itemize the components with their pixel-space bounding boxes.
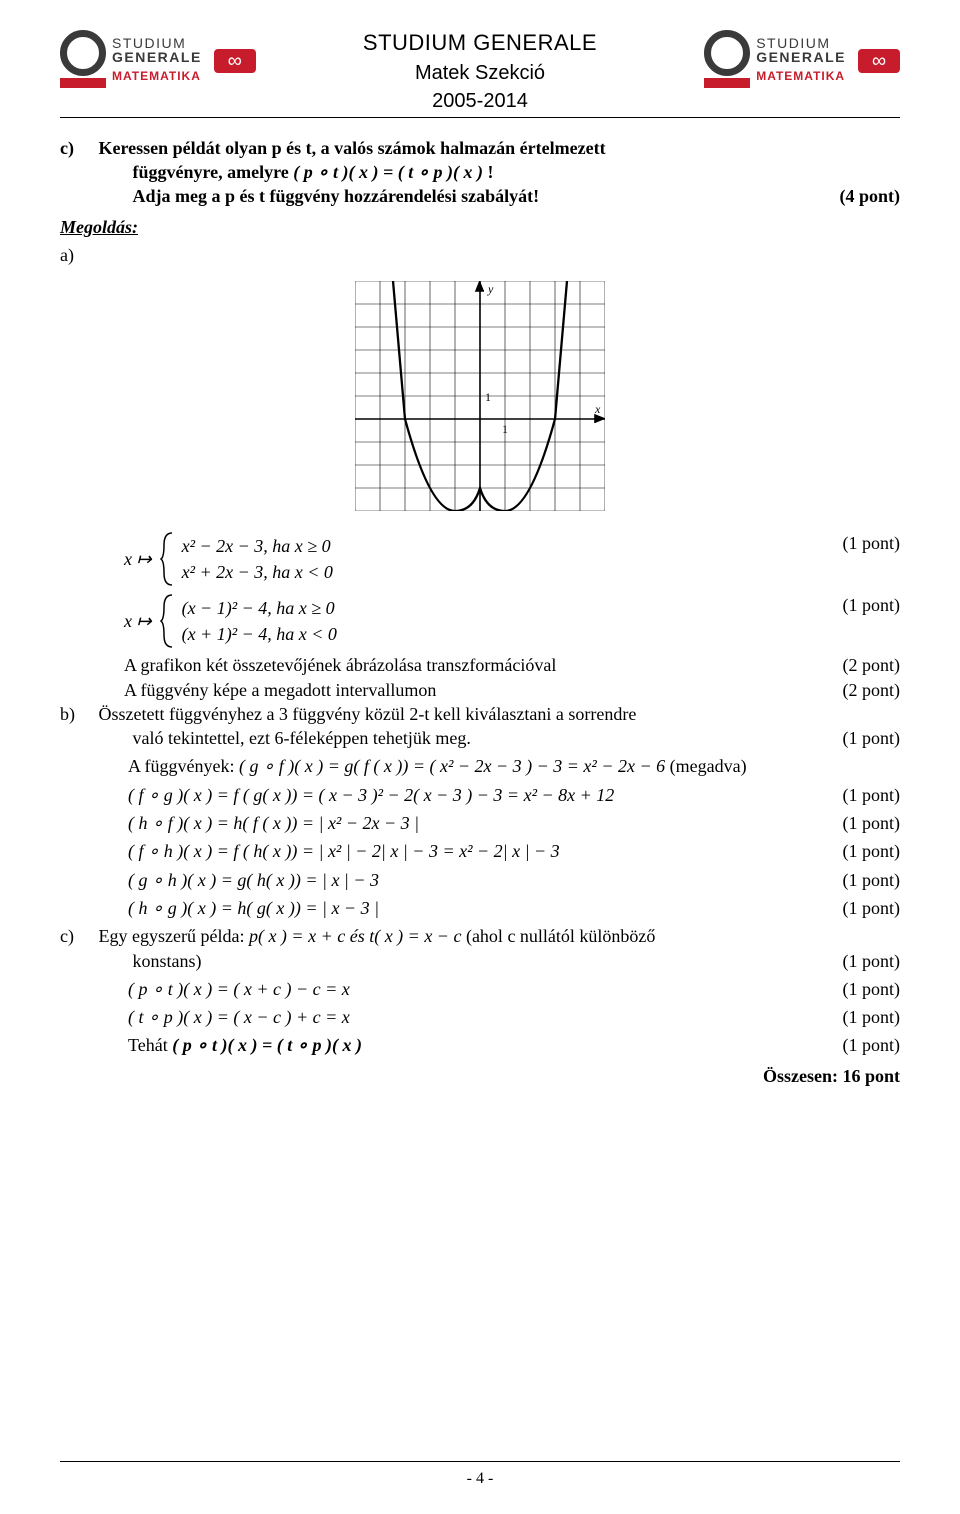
note1-text: A grafikon két összetevőjének ábrázolása… [124,653,843,677]
header-title-2: Matek Szekció [363,59,597,87]
logo-line1: STUDIUM [112,36,202,50]
piece2-prefix: x ↦ [124,609,152,633]
concl-pre: Tehát [128,1035,172,1055]
part-c-label: c) [60,924,94,948]
fn-fh-points: (1 pont) [843,839,901,863]
fn-hf-points: (1 pont) [843,811,901,835]
part-b-label: b) [60,702,94,726]
concl-line: Tehát ( p ∘ t )( x ) = ( t ∘ p )( x ) (1… [60,1033,900,1057]
note1-points: (2 pont) [843,653,901,677]
piece2-top: (x − 1)² − 4, ha x ≥ 0 [182,596,337,620]
fn-hg-points: (1 pont) [843,896,901,920]
task-c-points: (4 pont) [839,184,900,208]
fn-fg-line: ( f ∘ g )( x ) = f ( g( x )) = ( x − 3 )… [60,783,900,807]
logo-text: STUDIUM GENERALE MATEMATIKA [112,36,202,82]
page-header: STUDIUM GENERALE MATEMATIKA ∞ STUDIUM GE… [60,30,900,118]
x-axis-label: x [594,402,601,416]
fn-hf: ( h ∘ f )( x ) = h( f ( x )) = | x² − 2x… [128,811,843,835]
eq-pt: ( p ∘ t )( x ) = ( x + c ) − c = x [128,977,843,1001]
task-c-label: c) [60,136,94,160]
part-b-intro-points: (1 pont) [843,726,901,750]
fn-fh-line: ( f ∘ h )( x ) = f ( h( x )) = | x² | − … [60,839,900,863]
fns-label: A függvények: [128,756,239,776]
task-c-text1: Keressen példát olyan p és t, a valós sz… [99,138,606,158]
piece2-points: (1 pont) [843,593,901,617]
logo-line3: MATEMATIKA [756,70,846,82]
eq-tp-points: (1 pont) [843,1005,901,1029]
header-title-3: 2005-2014 [363,87,597,115]
logo-line2: GENERALE [112,50,202,64]
task-c-formula: ( p ∘ t )( x ) = ( t ∘ p )( x ) [293,162,483,182]
fn-hf-line: ( h ∘ f )( x ) = h( f ( x )) = | x² − 2x… [60,811,900,835]
solution-label: Megoldás: [60,215,900,239]
fn-gh: ( g ∘ h )( x ) = g( h( x )) = | x | − 3 [128,868,843,892]
fn-gh-line: ( g ∘ h )( x ) = g( h( x )) = | x | − 3 … [60,868,900,892]
fn-hg: ( h ∘ g )( x ) = h( g( x )) = | x − 3 | [128,896,843,920]
part-b-intro2-text: való tekintettel, ezt 6-féleképpen tehet… [133,728,471,748]
piece1-top: x² − 2x − 3, ha x ≥ 0 [182,534,333,558]
piecewise-1: x ↦ x² − 2x − 3, ha x ≥ 0 x² + 2x − 3, h… [60,531,900,587]
task-c-line2: függvényre, amelyre ( p ∘ t )( x ) = ( t… [60,160,900,184]
part-a-label: a) [60,243,900,267]
header-title-1: STUDIUM GENERALE [363,28,597,59]
eq-pt-points: (1 pont) [843,977,901,1001]
infinity-badge-icon: ∞ [214,49,256,73]
part-c-line2-text: konstans) [133,951,202,971]
task-c-text2b: ! [488,162,494,182]
page: STUDIUM GENERALE MATEMATIKA ∞ STUDIUM GE… [0,0,960,1514]
page-footer: - 4 - [0,1461,960,1490]
fn-gf-note: (megadva) [670,756,747,776]
function-graph: y x 1 1 [355,281,605,511]
note-transform: A grafikon két összetevőjének ábrázolása… [60,653,900,677]
logo-glyph-icon [704,30,750,88]
concl-eq: ( p ∘ t )( x ) = ( t ∘ p )( x ) [172,1035,362,1055]
fn-fg-points: (1 pont) [843,783,901,807]
fn-hg-line: ( h ∘ g )( x ) = h( g( x )) = | x − 3 | … [60,896,900,920]
task-c-line3: Adja meg a p és t függvény hozzárendelés… [60,184,900,208]
eq-tp: ( t ∘ p )( x ) = ( x − c ) + c = x [128,1005,843,1029]
concl-points: (1 pont) [843,1033,901,1057]
logo-line1: STUDIUM [756,36,846,50]
logo-line3: MATEMATIKA [112,70,202,82]
part-b-intro2: való tekintettel, ezt 6-féleképpen tehet… [60,726,900,750]
logo-glyph-icon [60,30,106,88]
eq-tp-line: ( t ∘ p )( x ) = ( x − c ) + c = x (1 po… [60,1005,900,1029]
page-number: - 4 - [467,1470,494,1487]
piece2-bot: (x + 1)² − 4, ha x < 0 [182,622,337,646]
part-b-intro: b) Összetett függvényhez a 3 függvény kö… [60,702,900,726]
fn-gh-points: (1 pont) [843,868,901,892]
task-c-text2a: függvényre, amelyre [133,162,294,182]
fn-gf-line: A függvények: ( g ∘ f )( x ) = g( f ( x … [60,754,900,778]
part-c-line1: c) Egy egyszerű példa: p( x ) = x + c és… [60,924,900,948]
piece1-bot: x² + 2x − 3, ha x < 0 [182,560,333,584]
part-c-line2: konstans) (1 pont) [60,949,900,973]
logo-text: STUDIUM GENERALE MATEMATIKA [756,36,846,82]
logo-right: STUDIUM GENERALE MATEMATIKA ∞ [704,30,900,88]
y-axis-label: y [487,282,494,296]
note-interval: A függvény képe a megadott intervallumon… [60,678,900,702]
tick-label-y: 1 [485,390,491,404]
center-title: STUDIUM GENERALE Matek Szekció 2005-2014 [363,28,597,115]
task-c-line1: c) Keressen példát olyan p és t, a valós… [60,136,900,160]
tick-label-x: 1 [502,422,508,436]
note2-text: A függvény képe a megadott intervallumon [124,678,843,702]
part-c-post: (ahol c nullától különböző [466,926,655,946]
total-points: Összesen: 16 pont [60,1064,900,1088]
part-c-eq: p( x ) = x + c és t( x ) = x − c [249,926,466,946]
logo-left: STUDIUM GENERALE MATEMATIKA ∞ [60,30,256,88]
part-c-pre: Egy egyszerű példa: [99,926,249,946]
piecewise-2: x ↦ (x − 1)² − 4, ha x ≥ 0 (x + 1)² − 4,… [60,593,900,649]
logo-line2: GENERALE [756,50,846,64]
eq-pt-line: ( p ∘ t )( x ) = ( x + c ) − c = x (1 po… [60,977,900,1001]
infinity-badge-icon: ∞ [858,49,900,73]
note2-points: (2 pont) [843,678,901,702]
task-c-text3: Adja meg a p és t függvény hozzárendelés… [133,186,540,206]
fn-gf: ( g ∘ f )( x ) = g( f ( x )) = ( x² − 2x… [239,756,665,776]
part-b-intro1: Összetett függvényhez a 3 függvény közül… [99,704,637,724]
piece1-points: (1 pont) [843,531,901,555]
fn-fg: ( f ∘ g )( x ) = f ( g( x )) = ( x − 3 )… [128,783,843,807]
piece1-prefix: x ↦ [124,547,152,571]
part-c-line2-points: (1 pont) [843,949,901,973]
fn-fh: ( f ∘ h )( x ) = f ( h( x )) = | x² | − … [128,839,843,863]
